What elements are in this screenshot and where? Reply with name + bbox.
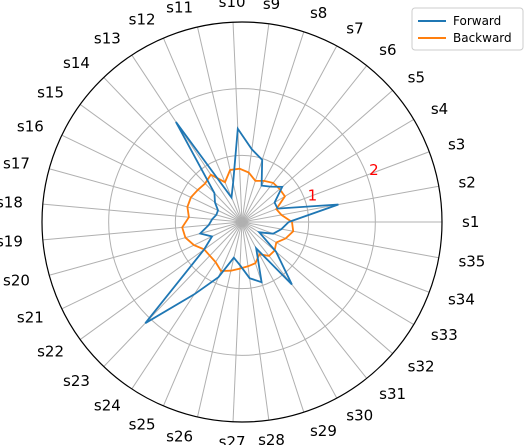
category-label-s13: s13: [94, 29, 121, 47]
spoke-s29: [241, 221, 305, 413]
category-label-s24: s24: [94, 397, 121, 415]
spoke-s21: [61, 221, 243, 310]
spoke-s20: [49, 221, 243, 276]
spoke-s6: [241, 65, 368, 223]
legend-label-backward: Backward: [453, 31, 512, 45]
category-label-s12: s12: [129, 11, 156, 29]
spoke-s12: [162, 37, 243, 223]
spoke-s31: [241, 221, 368, 379]
category-label-s7: s7: [346, 19, 363, 37]
spoke-s32: [241, 221, 393, 354]
category-label-s21: s21: [17, 308, 44, 326]
category-label-s20: s20: [3, 272, 30, 290]
series-line-backward: [181, 167, 295, 272]
category-label-s34: s34: [448, 290, 475, 308]
spoke-s16: [61, 134, 243, 223]
category-label-s10: s10: [219, 0, 246, 11]
spoke-s8: [241, 31, 305, 223]
spoke-s27: [232, 221, 243, 422]
series-layer: [144, 121, 339, 324]
spoke-s9: [241, 23, 270, 223]
category-label-s4: s4: [431, 100, 448, 118]
spoke-s30: [241, 221, 338, 399]
spoke-s22: [79, 221, 243, 340]
outer-circle: [41, 21, 443, 423]
spoke-s18: [42, 203, 243, 223]
category-label-s5: s5: [408, 68, 425, 86]
category-label-s19: s19: [0, 233, 23, 251]
spoke-s4: [241, 118, 414, 223]
category-label-s26: s26: [166, 427, 193, 445]
spoke-s2: [241, 185, 439, 223]
category-label-s27: s27: [219, 433, 246, 445]
category-label-s15: s15: [37, 84, 64, 102]
category-label-s23: s23: [63, 372, 90, 390]
ring-labels: 12: [308, 161, 379, 205]
spoke-s25: [162, 221, 243, 407]
category-label-s3: s3: [448, 136, 465, 154]
spoke-s33: [241, 221, 414, 326]
category-label-s17: s17: [3, 154, 30, 172]
legend-label-forward: Forward: [453, 14, 501, 28]
category-label-s9: s9: [263, 0, 280, 13]
category-label-s1: s1: [462, 213, 479, 231]
category-label-s14: s14: [63, 54, 90, 72]
category-label-s29: s29: [310, 422, 337, 440]
spoke-s35: [241, 221, 439, 259]
spoke-s23: [103, 221, 243, 367]
category-label-s18: s18: [0, 193, 23, 211]
category-label-s35: s35: [458, 252, 485, 270]
spoke-s7: [241, 45, 338, 223]
category-label-s16: s16: [17, 118, 44, 136]
spoke-s28: [241, 221, 270, 421]
category-label-s31: s31: [379, 385, 406, 403]
legend-box: [411, 7, 524, 51]
category-label-s2: s2: [458, 174, 475, 192]
ring-label-2: 2: [369, 161, 379, 179]
category-label-s28: s28: [258, 431, 285, 445]
spoke-s17: [49, 168, 243, 223]
category-label-s11: s11: [166, 0, 193, 17]
spoke-s3: [241, 151, 430, 223]
spoke-s15: [79, 104, 243, 223]
spoke-s10: [232, 22, 243, 223]
category-label-s8: s8: [310, 4, 327, 22]
legend: Forward Backward: [411, 7, 524, 51]
category-label-s25: s25: [129, 415, 156, 433]
spoke-s26: [197, 221, 243, 418]
spoke-s13: [131, 54, 243, 223]
category-label-s33: s33: [431, 326, 458, 344]
category-label-s6: s6: [379, 41, 396, 59]
spoke-s24: [131, 221, 243, 390]
category-label-s22: s22: [37, 342, 64, 360]
category-label-s32: s32: [408, 358, 435, 376]
spoke-s5: [241, 90, 393, 223]
spoke-s14: [103, 77, 243, 223]
series-line-forward: [144, 121, 339, 324]
spoke-s11: [197, 26, 243, 223]
grid: [42, 22, 442, 422]
category-label-s30: s30: [346, 407, 373, 425]
ring-label-1: 1: [308, 186, 318, 204]
